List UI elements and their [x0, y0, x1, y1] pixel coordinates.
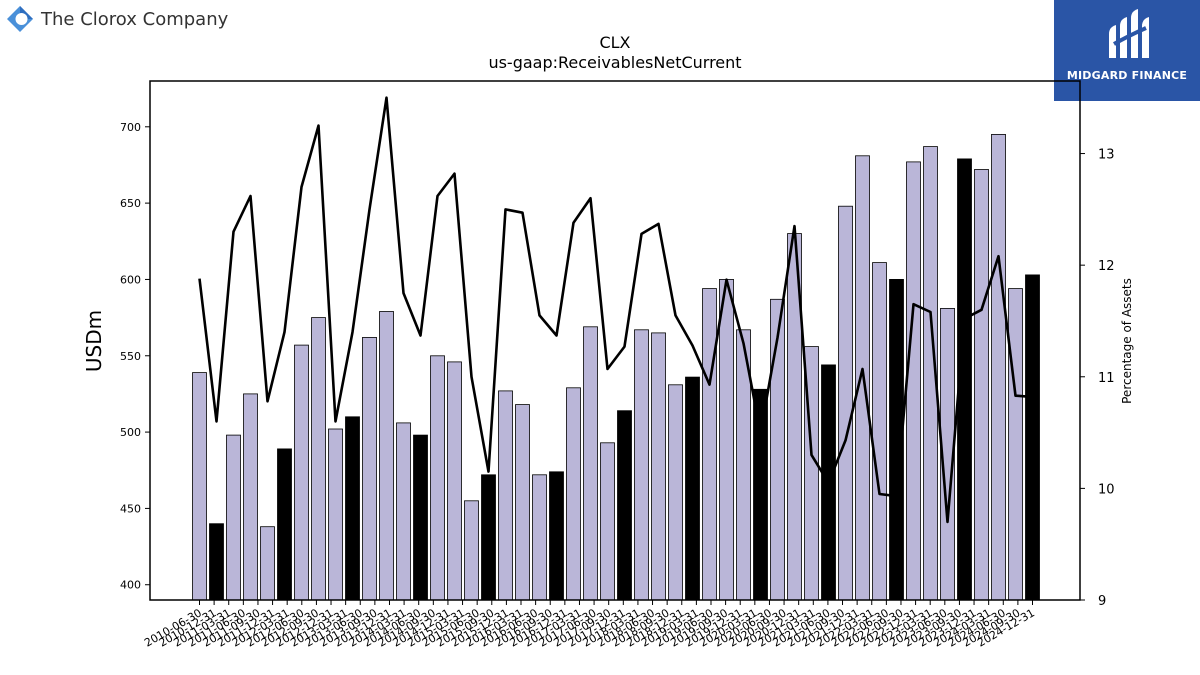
- bar-2017-12-31: [685, 376, 700, 601]
- bar-2011-06-30: [243, 393, 258, 601]
- bar-2015-09-30: [532, 474, 547, 601]
- line-group: [198, 96, 1033, 524]
- bar-2014-12-31: [481, 474, 496, 601]
- bar-2016-06-30: [583, 326, 598, 601]
- bar-2013-06-30: [379, 311, 394, 601]
- y2-tick-label: 12: [1098, 259, 1115, 274]
- bar-2010-12-31: [209, 523, 224, 601]
- bar-2014-06-30: [447, 361, 462, 601]
- percentage-line: [198, 96, 1033, 524]
- bar-2012-03-31: [294, 344, 309, 601]
- y2-tick-label: 9: [1098, 594, 1106, 609]
- bar-2021-03-31: [906, 161, 921, 601]
- bar-2016-03-31: [566, 387, 581, 601]
- bar-2014-03-31: [430, 355, 445, 601]
- bar-2011-09-30: [260, 526, 275, 601]
- midgard-logo-icon: [1109, 9, 1149, 58]
- bar-2011-12-31: [277, 448, 292, 601]
- y-tick-label: 400: [120, 579, 141, 592]
- bar-2012-12-31: [345, 416, 360, 601]
- bar-2022-06-30: [991, 133, 1006, 601]
- y-axis: 400 450 500 550 600 650 700: [120, 121, 150, 592]
- chart-title: CLX: [599, 33, 630, 52]
- bar-2015-06-30: [515, 404, 530, 601]
- bar-2016-09-30: [600, 442, 615, 601]
- y-tick-label: 650: [120, 197, 141, 210]
- bar-2013-03-31: [362, 336, 377, 601]
- brand-logo-box: MIDGARD FINANCE: [1054, 0, 1200, 101]
- clorox-logo-icon: [7, 6, 33, 32]
- x-axis: 2010-06-302010-12-312011-03-312011-06-30…: [142, 600, 1037, 650]
- y-tick-label: 550: [120, 350, 141, 363]
- bar-2012-06-30: [311, 317, 326, 601]
- bar-2017-03-31: [634, 329, 649, 601]
- y2-tick-label: 13: [1098, 148, 1115, 163]
- brand-name: MIDGARD FINANCE: [1066, 69, 1188, 82]
- bar-2012-09-30: [328, 428, 343, 601]
- bar-2022-09-30: [1008, 288, 1023, 601]
- bar-2022-03-31: [974, 169, 989, 601]
- y2-tick-label: 11: [1098, 371, 1115, 386]
- bar-2020-03-31: [838, 205, 853, 601]
- bar-2017-06-30: [651, 332, 666, 601]
- y-tick-label: 600: [120, 273, 141, 286]
- bar-2015-03-31: [498, 390, 513, 601]
- chart-subtitle: us-gaap:ReceivablesNetCurrent: [488, 53, 741, 72]
- y-tick-label: 500: [120, 426, 141, 439]
- bar-2022-12-31: [1025, 274, 1040, 601]
- plot-frame: [149, 80, 1081, 601]
- bar-2017-09-30: [668, 384, 683, 601]
- bar-2010-06-30: [192, 372, 207, 601]
- y-tick-label: 450: [120, 502, 141, 515]
- company-name: The Clorox Company: [41, 8, 229, 30]
- bar-2011-03-31: [226, 434, 241, 601]
- bar-2018-06-30: [719, 278, 734, 601]
- bar-2013-12-31: [413, 434, 428, 601]
- bar-2015-12-31: [549, 471, 564, 601]
- bar-2014-09-30: [464, 500, 479, 601]
- bar-2013-09-30: [396, 422, 411, 601]
- y2-axis-label: Percentage of Assets: [1120, 278, 1134, 404]
- company-header: The Clorox Company: [6, 4, 228, 34]
- bar-2020-09-30: [872, 262, 887, 601]
- y2-tick-label: 10: [1098, 482, 1115, 497]
- bar-2016-12-31: [617, 410, 632, 601]
- y2-axis: 9 10 11 12 13: [1080, 148, 1115, 609]
- y-tick-label: 700: [120, 121, 141, 134]
- y-axis-label: USDm: [82, 310, 106, 372]
- bar-2018-03-31: [702, 288, 717, 601]
- bars-group: [192, 133, 1040, 601]
- bar-2018-12-31: [753, 388, 768, 601]
